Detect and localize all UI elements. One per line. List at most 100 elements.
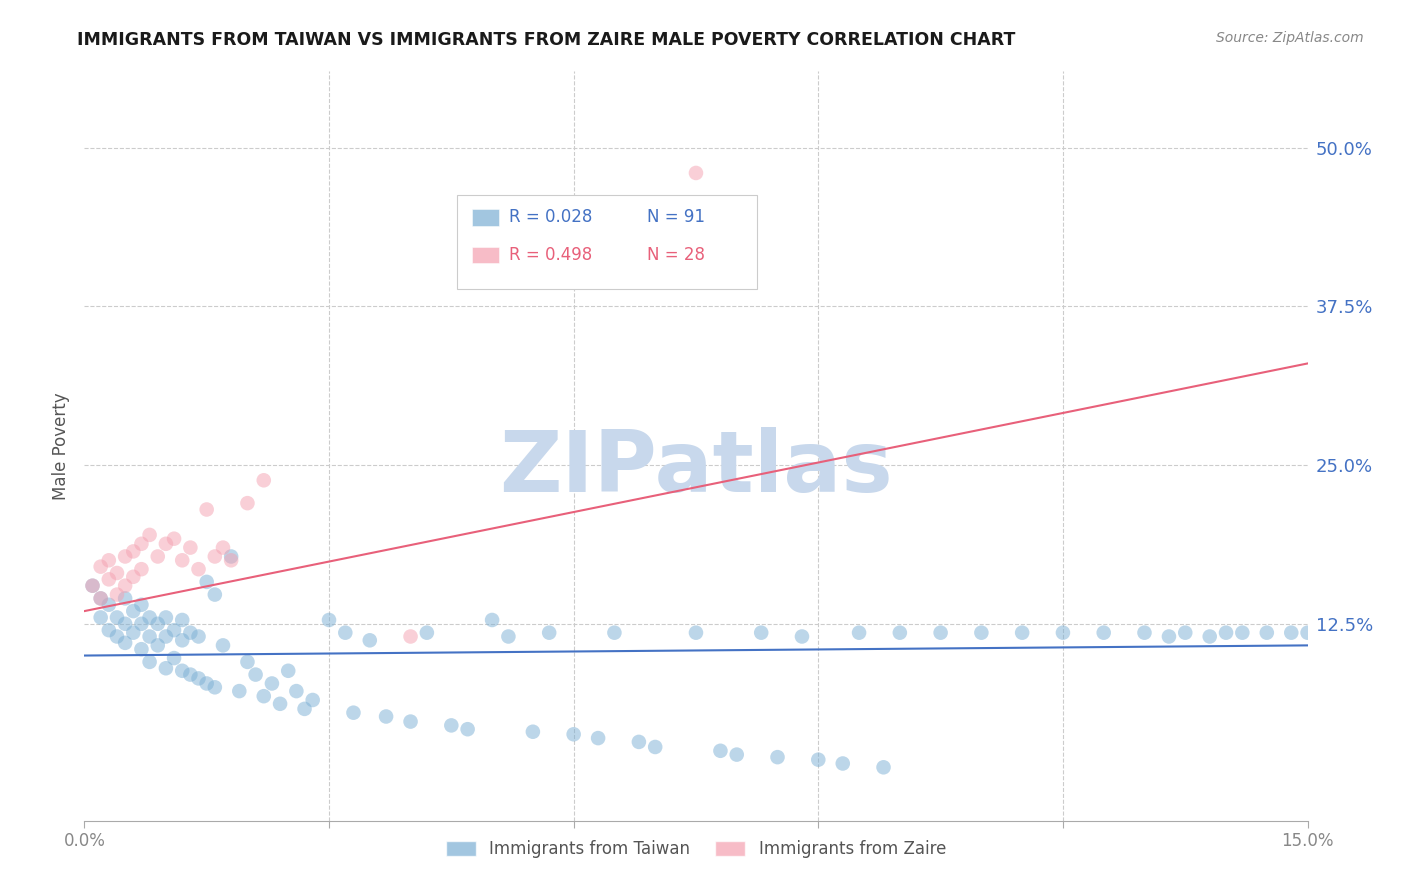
- Point: [138, 655, 160, 669]
- Point: [562, 727, 585, 741]
- Point: [114, 616, 136, 631]
- Point: [179, 667, 201, 681]
- Point: [253, 473, 276, 487]
- Point: [122, 544, 145, 558]
- Point: [970, 625, 993, 640]
- Point: [105, 566, 128, 580]
- Point: [155, 537, 177, 551]
- Point: [685, 625, 707, 640]
- Point: [97, 572, 120, 586]
- Text: R = 0.498: R = 0.498: [509, 246, 592, 264]
- Point: [146, 639, 169, 653]
- Point: [187, 562, 209, 576]
- Point: [603, 625, 626, 640]
- Point: [122, 625, 145, 640]
- Point: [375, 709, 398, 723]
- Point: [1011, 625, 1033, 640]
- Text: Source: ZipAtlas.com: Source: ZipAtlas.com: [1216, 31, 1364, 45]
- Point: [440, 718, 463, 732]
- Point: [889, 625, 911, 640]
- Point: [131, 562, 153, 576]
- Point: [187, 630, 209, 644]
- Text: N = 91: N = 91: [647, 209, 704, 227]
- Point: [172, 613, 194, 627]
- FancyBboxPatch shape: [457, 195, 758, 289]
- Text: IMMIGRANTS FROM TAIWAN VS IMMIGRANTS FROM ZAIRE MALE POVERTY CORRELATION CHART: IMMIGRANTS FROM TAIWAN VS IMMIGRANTS FRO…: [77, 31, 1015, 49]
- Point: [163, 532, 186, 546]
- Point: [195, 676, 218, 690]
- Point: [195, 574, 218, 589]
- Point: [627, 735, 650, 749]
- Point: [172, 664, 194, 678]
- Point: [228, 684, 250, 698]
- Point: [163, 651, 186, 665]
- Point: [538, 625, 561, 640]
- Point: [1174, 625, 1197, 640]
- Point: [1133, 625, 1156, 640]
- Point: [155, 610, 177, 624]
- Point: [187, 672, 209, 686]
- Point: [749, 625, 772, 640]
- Point: [277, 664, 299, 678]
- Point: [685, 166, 707, 180]
- Point: [285, 684, 308, 698]
- Point: [138, 610, 160, 624]
- Point: [831, 756, 853, 771]
- Point: [146, 616, 169, 631]
- Y-axis label: Male Poverty: Male Poverty: [52, 392, 70, 500]
- Point: [1232, 625, 1254, 640]
- Point: [114, 636, 136, 650]
- Point: [245, 667, 267, 681]
- Point: [114, 591, 136, 606]
- Point: [97, 598, 120, 612]
- Point: [1198, 630, 1220, 644]
- Point: [90, 591, 112, 606]
- Point: [399, 714, 422, 729]
- Point: [172, 633, 194, 648]
- Legend: Immigrants from Taiwan, Immigrants from Zaire: Immigrants from Taiwan, Immigrants from …: [439, 833, 953, 864]
- Point: [122, 604, 145, 618]
- Point: [122, 570, 145, 584]
- Point: [219, 553, 242, 567]
- Point: [416, 625, 439, 640]
- Point: [114, 579, 136, 593]
- Point: [498, 630, 520, 644]
- FancyBboxPatch shape: [472, 210, 499, 226]
- Point: [172, 553, 194, 567]
- Point: [522, 724, 544, 739]
- Point: [131, 616, 153, 631]
- Point: [82, 579, 104, 593]
- Point: [1256, 625, 1278, 640]
- Point: [146, 549, 169, 564]
- Point: [342, 706, 364, 720]
- Point: [294, 702, 316, 716]
- Point: [848, 625, 870, 640]
- Point: [709, 744, 731, 758]
- Point: [359, 633, 381, 648]
- Point: [131, 642, 153, 657]
- Point: [90, 610, 112, 624]
- Point: [725, 747, 748, 762]
- Point: [335, 625, 357, 640]
- Text: R = 0.028: R = 0.028: [509, 209, 592, 227]
- Point: [138, 528, 160, 542]
- Point: [1092, 625, 1115, 640]
- Point: [260, 676, 283, 690]
- Point: [236, 655, 259, 669]
- Point: [155, 661, 177, 675]
- Point: [1052, 625, 1074, 640]
- Point: [269, 697, 291, 711]
- Point: [790, 630, 813, 644]
- Point: [1296, 625, 1319, 640]
- Point: [219, 549, 242, 564]
- Point: [301, 693, 323, 707]
- Point: [179, 625, 201, 640]
- Point: [163, 623, 186, 637]
- Point: [90, 559, 112, 574]
- Point: [399, 630, 422, 644]
- Point: [807, 753, 830, 767]
- Point: [97, 553, 120, 567]
- Point: [1215, 625, 1237, 640]
- Point: [1279, 625, 1302, 640]
- Point: [644, 739, 666, 754]
